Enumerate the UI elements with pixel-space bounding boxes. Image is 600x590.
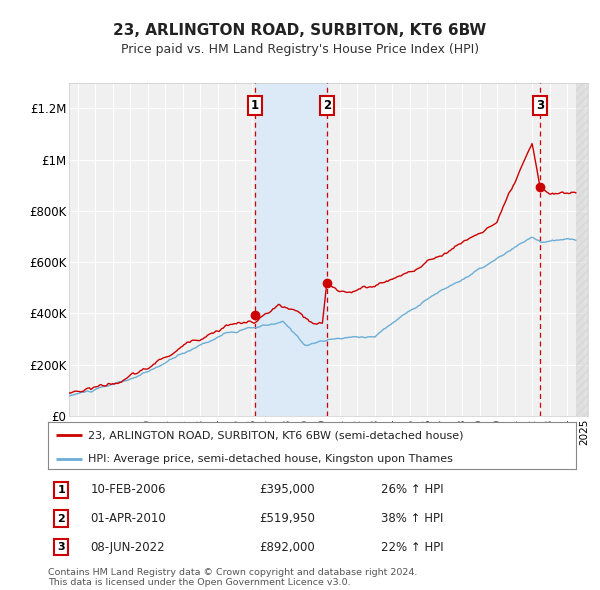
Text: 1: 1 <box>251 100 259 113</box>
Text: 01-APR-2010: 01-APR-2010 <box>90 512 166 525</box>
Text: 22% ↑ HPI: 22% ↑ HPI <box>380 541 443 554</box>
Text: £892,000: £892,000 <box>259 541 315 554</box>
Bar <box>576 83 588 416</box>
Text: 3: 3 <box>536 100 544 113</box>
Text: 26% ↑ HPI: 26% ↑ HPI <box>380 483 443 496</box>
Text: 2: 2 <box>58 514 65 523</box>
Text: HPI: Average price, semi-detached house, Kingston upon Thames: HPI: Average price, semi-detached house,… <box>88 454 452 464</box>
Bar <box>254 83 327 416</box>
Text: 38% ↑ HPI: 38% ↑ HPI <box>380 512 443 525</box>
Text: 2: 2 <box>323 100 331 113</box>
Text: 23, ARLINGTON ROAD, SURBITON, KT6 6BW (semi-detached house): 23, ARLINGTON ROAD, SURBITON, KT6 6BW (s… <box>88 430 463 440</box>
Text: 10-FEB-2006: 10-FEB-2006 <box>90 483 166 496</box>
Text: 1: 1 <box>58 485 65 495</box>
Text: Price paid vs. HM Land Registry's House Price Index (HPI): Price paid vs. HM Land Registry's House … <box>121 43 479 56</box>
Text: 3: 3 <box>58 542 65 552</box>
Text: 23, ARLINGTON ROAD, SURBITON, KT6 6BW: 23, ARLINGTON ROAD, SURBITON, KT6 6BW <box>113 24 487 38</box>
Text: £395,000: £395,000 <box>259 483 315 496</box>
Text: 08-JUN-2022: 08-JUN-2022 <box>90 541 165 554</box>
Text: Contains HM Land Registry data © Crown copyright and database right 2024.
This d: Contains HM Land Registry data © Crown c… <box>48 568 418 587</box>
Text: £519,950: £519,950 <box>259 512 315 525</box>
